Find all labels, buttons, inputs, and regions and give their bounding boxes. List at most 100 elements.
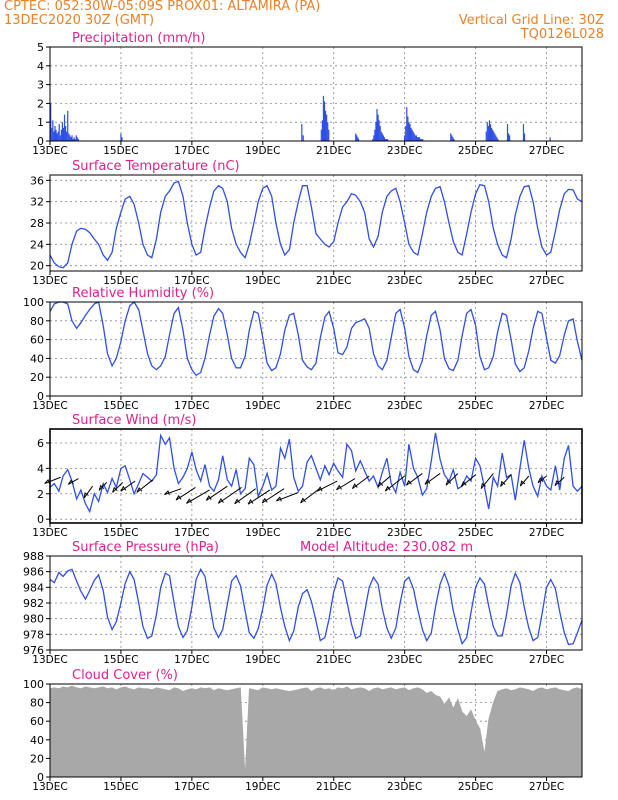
precip-bar — [496, 137, 498, 141]
precip-xtick-label: 15DEC — [103, 145, 138, 157]
rh-xtick-label: 13DEC — [32, 400, 67, 412]
wind-ytick-label: 2 — [37, 488, 44, 501]
pres-ytick-label: 984 — [23, 581, 44, 594]
wind-wind-arrowhead — [405, 479, 412, 486]
wind-wind-arrow — [336, 478, 356, 491]
precip-bar — [324, 110, 327, 141]
wind-wind-arrowhead — [336, 484, 342, 491]
rh-xtick-label: 19DEC — [245, 400, 280, 412]
precip-bar — [411, 129, 413, 141]
wind-ytick-label: 4 — [37, 462, 44, 475]
precip-bar — [384, 139, 387, 141]
cloud-xtick-label: 25DEC — [458, 781, 493, 793]
wind-ytick-label: 0 — [37, 513, 44, 526]
rh-ytick-label: 80 — [30, 315, 44, 328]
wind-wind-arrow — [554, 476, 565, 487]
cloud-title: Cloud Cover (%) — [72, 668, 178, 683]
precip-ytick-label: 0 — [37, 135, 44, 148]
wind-xtick-label: 23DEC — [387, 527, 422, 539]
precip-bar — [356, 135, 358, 141]
rh-ytick-label: 40 — [30, 352, 44, 365]
precip-bar — [77, 139, 79, 141]
precip-bar — [377, 114, 379, 141]
pres-xtick-label: 25DEC — [458, 654, 493, 666]
temp-xtick-label: 21DEC — [316, 275, 351, 287]
wind-wind-arrow — [98, 482, 108, 491]
pres-xtick-label: 19DEC — [245, 654, 280, 666]
wind-wind-arrow — [120, 480, 136, 492]
temp-xtick-label: 27DEC — [529, 275, 564, 287]
header-model-code: TQ0126L028 — [520, 27, 604, 42]
precip-bar — [55, 129, 57, 141]
precip-bar — [328, 129, 330, 141]
precip-bar — [422, 139, 424, 141]
precip-bar — [373, 135, 375, 141]
wind-wind-arrowhead — [424, 479, 431, 485]
pres-xtick-label: 15DEC — [103, 654, 138, 666]
precip-bar — [302, 135, 304, 141]
header-date-line: 13DEC2020 30Z (GMT) — [4, 13, 155, 28]
precip-bar — [492, 129, 494, 141]
rh-xtick-label: 25DEC — [458, 400, 493, 412]
rh-frame — [49, 301, 583, 397]
cloud-xtick-label: 23DEC — [387, 781, 422, 793]
wind-wind-arrowhead — [500, 480, 506, 487]
pres-xtick-label: 17DEC — [174, 654, 209, 666]
precip-bar — [52, 120, 54, 141]
rh-xtick-label: 23DEC — [387, 400, 422, 412]
cloud-xtick-label: 17DEC — [174, 781, 209, 793]
wind-wind-arrowhead — [460, 480, 467, 487]
precip-bar — [376, 109, 378, 141]
precip-bar — [420, 139, 422, 141]
wind-wind-arrow — [520, 475, 530, 487]
temp-title: Surface Temperature (nC) — [72, 159, 240, 174]
precip-bar — [549, 137, 551, 141]
precip-ytick-label: 4 — [37, 60, 44, 73]
temp-xtick-label: 17DEC — [174, 275, 209, 287]
precip-bar — [486, 122, 488, 141]
precip-bar — [53, 131, 55, 141]
temp-frame — [49, 174, 583, 272]
precip-xtick-label: 19DEC — [245, 145, 280, 157]
precip-bar — [357, 137, 359, 141]
precip-bar — [421, 139, 423, 141]
wind-frame — [49, 428, 583, 524]
precip-bar — [71, 135, 73, 141]
precip-bar — [522, 124, 525, 141]
precip-bar — [450, 133, 452, 141]
rh-title: Relative Humidity (%) — [72, 286, 214, 301]
cloud-ytick-label: 60 — [30, 715, 44, 728]
wind-xtick-label: 27DEC — [529, 527, 564, 539]
temp-ytick-label: 32 — [30, 196, 44, 209]
pres-title: Surface Pressure (hPa) — [72, 540, 219, 555]
precip-bar — [76, 137, 78, 141]
precip-bar — [63, 114, 66, 141]
wind-wind-arrowhead — [300, 497, 306, 504]
rh-ytick-label: 0 — [37, 390, 44, 403]
cloud-frame — [49, 683, 583, 778]
wind-xtick-label: 25DEC — [458, 527, 493, 539]
wind-wind-arrow — [424, 473, 441, 485]
precip-bar — [322, 95, 325, 141]
cloud-ytick-label: 40 — [30, 734, 44, 747]
precip-bar — [327, 122, 329, 141]
precip-bar — [406, 107, 408, 141]
precip-bar — [355, 133, 357, 141]
cloud-ytick-label: 0 — [37, 771, 44, 784]
wind-wind-arrowhead — [247, 499, 254, 505]
pres-xtick-label: 21DEC — [316, 654, 351, 666]
header-grid-note: Vertical Grid Line: 30Z — [458, 13, 604, 28]
precip-bar — [120, 133, 122, 141]
precip-bar — [412, 131, 414, 141]
precip-bar — [74, 139, 76, 141]
wind-wind-arrow — [112, 481, 124, 493]
precip-bar — [493, 131, 495, 141]
cloud-ytick-label: 80 — [30, 697, 44, 710]
temp-ytick-label: 36 — [30, 174, 44, 187]
wind-wind-arrowhead — [554, 480, 561, 486]
wind-wind-arrowhead — [120, 485, 127, 492]
cloud-xtick-label: 13DEC — [32, 781, 67, 793]
precip-bar — [58, 124, 60, 141]
wind-wind-arrow — [352, 475, 370, 490]
